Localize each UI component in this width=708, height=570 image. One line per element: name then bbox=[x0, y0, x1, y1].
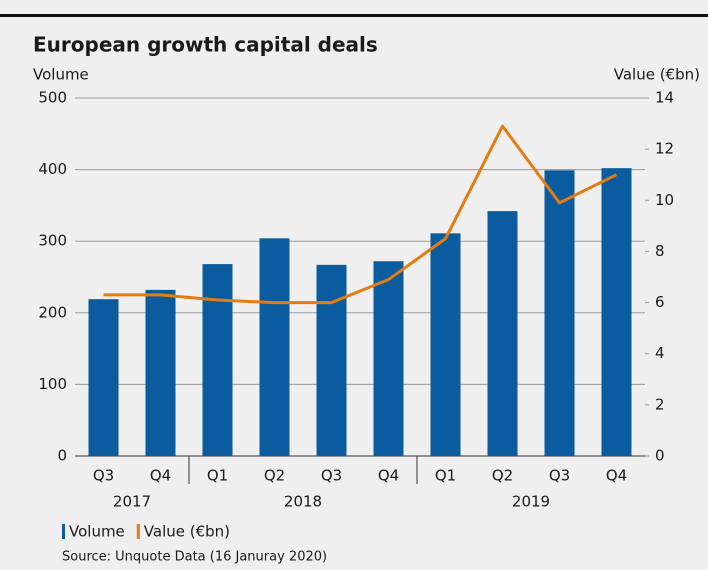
x-tick-label: Q4 bbox=[378, 467, 399, 485]
y-tick-label: 400 bbox=[38, 160, 67, 178]
y2-tick-label: 4 bbox=[655, 344, 665, 362]
x-group-label: 2019 bbox=[512, 493, 550, 511]
legend-label: Volume bbox=[69, 523, 125, 541]
bar bbox=[145, 289, 176, 456]
legend-swatch bbox=[136, 524, 140, 539]
y2-tick-label: 12 bbox=[655, 140, 674, 158]
y2-tick-label: 2 bbox=[655, 395, 665, 413]
y-tick-label: 0 bbox=[57, 447, 67, 465]
y-tick-label: 200 bbox=[38, 303, 67, 321]
x-tick-label: Q4 bbox=[150, 467, 171, 485]
bar bbox=[430, 233, 461, 456]
bar bbox=[487, 211, 518, 456]
x-tick-label: Q2 bbox=[492, 467, 513, 485]
y2-axis-label: Value (€bn) bbox=[614, 66, 700, 84]
bar bbox=[202, 264, 233, 456]
y2-tick-label: 14 bbox=[655, 89, 674, 107]
y2-tick-label: 6 bbox=[655, 293, 665, 311]
x-tick-label: Q3 bbox=[549, 467, 570, 485]
y2-tick-label: 10 bbox=[655, 191, 674, 209]
x-group-label: 2017 bbox=[113, 493, 151, 511]
source: Source: Unquote Data (16 Januray 2020) bbox=[62, 550, 327, 565]
top-rule bbox=[0, 14, 708, 17]
y-axis-label: Volume bbox=[33, 66, 89, 84]
y-tick-label: 100 bbox=[38, 375, 67, 393]
x-tick-label: Q4 bbox=[606, 467, 627, 485]
y2-tick-label: 0 bbox=[655, 447, 665, 465]
x-tick-label: Q3 bbox=[93, 467, 114, 485]
bar bbox=[601, 168, 632, 456]
x-tick-label: Q1 bbox=[435, 467, 456, 485]
y-tick-label: 500 bbox=[38, 89, 67, 107]
bar bbox=[373, 261, 404, 456]
x-group-label: 2018 bbox=[284, 493, 322, 511]
x-tick-label: Q2 bbox=[264, 467, 285, 485]
chart-title: European growth capital deals bbox=[33, 33, 378, 57]
bar bbox=[259, 238, 290, 456]
bar bbox=[88, 299, 119, 456]
legend-swatch bbox=[62, 524, 65, 539]
y-tick-label: 300 bbox=[38, 232, 67, 250]
x-tick-label: Q1 bbox=[207, 467, 228, 485]
line bbox=[103, 124, 618, 305]
bar bbox=[316, 264, 347, 456]
legend-label: Value (€bn) bbox=[144, 523, 230, 541]
y2-tick-label: 8 bbox=[655, 242, 665, 260]
bar bbox=[544, 170, 575, 457]
x-tick-label: Q3 bbox=[321, 467, 342, 485]
